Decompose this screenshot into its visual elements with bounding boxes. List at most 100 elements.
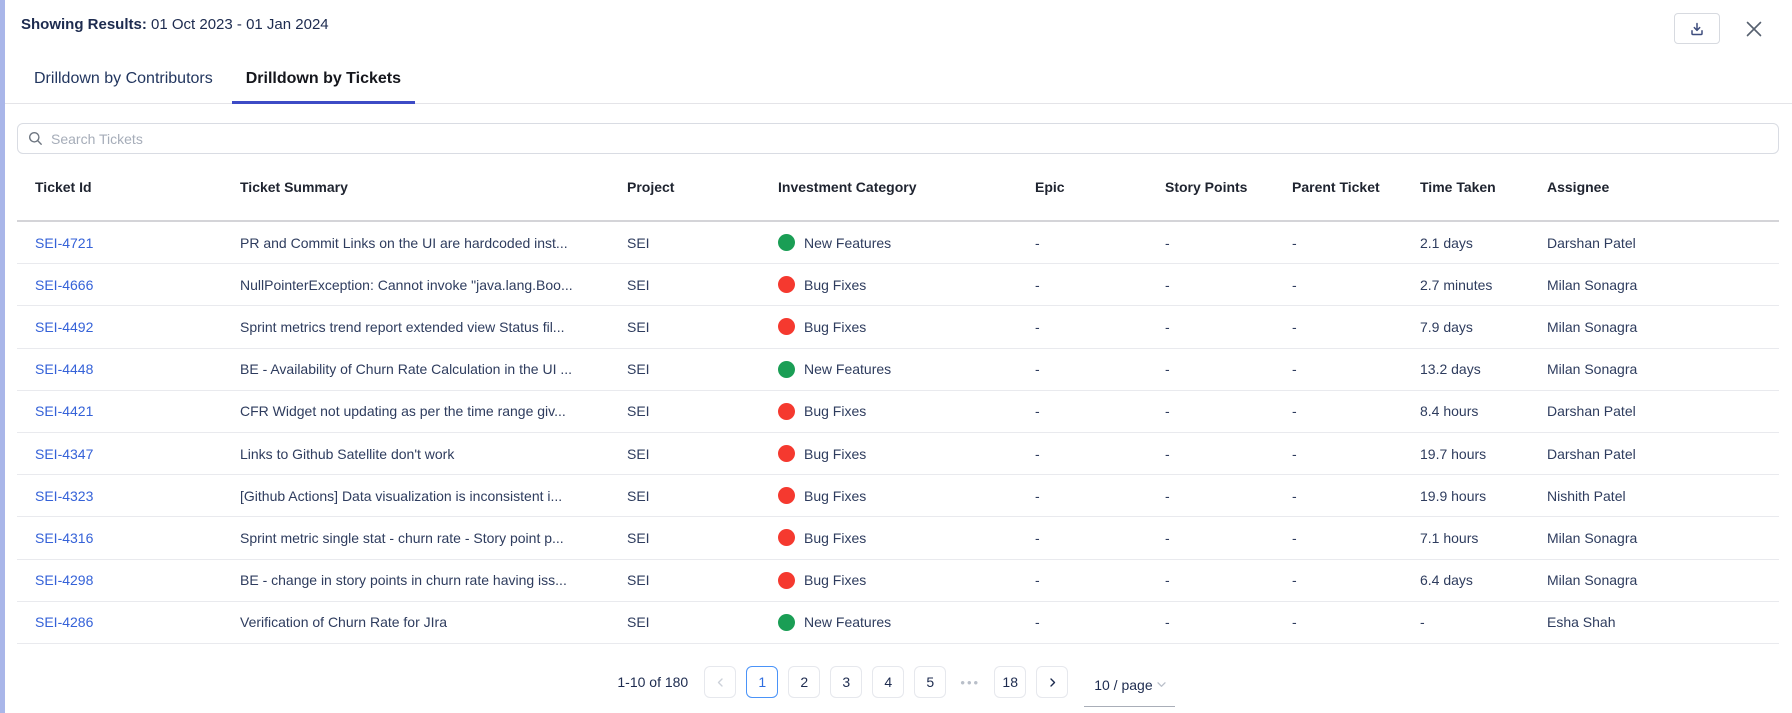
column-header-story-points: Story Points <box>1165 179 1248 195</box>
parent-ticket-cell: - <box>1292 614 1297 631</box>
pagination-pages: 1 2 3 4 5 ••• 18 <box>704 666 1069 699</box>
ticket-id-link[interactable]: SEI-4286 <box>35 614 94 631</box>
category-dot <box>778 402 795 420</box>
epic-cell: - <box>1035 318 1040 335</box>
ticket-summary-cell: BE - Availability of Churn Rate Calculat… <box>240 361 573 378</box>
left-edge-stripe <box>0 0 5 713</box>
page-size-select[interactable]: 10 / page <box>1084 668 1175 707</box>
page-button-18[interactable]: 18 <box>994 666 1027 699</box>
prev-page-button[interactable] <box>704 666 737 699</box>
pagination-range-text: 1-10 of 180 <box>617 674 689 691</box>
parent-ticket-cell: - <box>1292 487 1297 504</box>
close-button[interactable] <box>1740 15 1768 43</box>
ticket-id-link[interactable]: SEI-4666 <box>35 276 94 293</box>
table-row: SEI-4286 Verification of Churn Rate for … <box>17 602 1779 644</box>
category-dot <box>778 571 795 589</box>
table-row: SEI-4448 BE - Availability of Churn Rate… <box>17 349 1779 391</box>
page-button-3[interactable]: 3 <box>830 666 863 699</box>
parent-ticket-cell: - <box>1292 361 1297 378</box>
epic-cell: - <box>1035 361 1040 378</box>
table-body: SEI-4721 PR and Commit Links on the UI a… <box>17 222 1779 644</box>
table-row: SEI-4492 Sprint metrics trend report ext… <box>17 306 1779 349</box>
epic-cell: - <box>1035 276 1040 293</box>
category-label: Bug Fixes <box>804 572 867 589</box>
ticket-summary-cell: Verification of Churn Rate for JIra <box>240 614 447 631</box>
story-points-cell: - <box>1165 403 1170 420</box>
epic-cell: - <box>1035 403 1040 420</box>
investment-category-cell: Bug Fixes <box>778 402 1035 420</box>
page-button-1[interactable]: 1 <box>746 666 779 699</box>
project-cell: SEI <box>627 445 650 462</box>
ticket-id-link[interactable]: SEI-4421 <box>35 403 94 420</box>
column-header-epic: Epic <box>1035 179 1065 195</box>
project-cell: SEI <box>627 361 650 378</box>
column-header-ticket-id: Ticket Id <box>35 179 92 195</box>
page-button-2[interactable]: 2 <box>788 666 821 699</box>
time-taken-cell: 7.9 days <box>1420 318 1473 335</box>
category-dot <box>778 276 795 294</box>
category-label: Bug Fixes <box>804 318 867 335</box>
column-header-assignee: Assignee <box>1547 179 1610 195</box>
chevron-right-icon <box>1047 677 1058 688</box>
parent-ticket-cell: - <box>1292 276 1297 293</box>
category-label: Bug Fixes <box>804 487 867 504</box>
epic-cell: - <box>1035 572 1040 589</box>
epic-cell: - <box>1035 614 1040 631</box>
parent-ticket-cell: - <box>1292 445 1297 462</box>
category-dot <box>778 529 795 547</box>
time-taken-cell: 2.1 days <box>1420 234 1473 251</box>
tab-drilldown-by-tickets[interactable]: Drilldown by Tickets <box>231 56 416 104</box>
ticket-summary-cell: CFR Widget not updating as per the time … <box>240 403 566 420</box>
ticket-id-link[interactable]: SEI-4492 <box>35 318 94 335</box>
ticket-id-link[interactable]: SEI-4347 <box>35 445 94 462</box>
download-icon <box>1689 21 1705 37</box>
ticket-id-link[interactable]: SEI-4448 <box>35 361 94 378</box>
table-row: SEI-4347 Links to Github Satellite don't… <box>17 433 1779 476</box>
column-header-project: Project <box>627 179 675 195</box>
ticket-summary-cell: NullPointerException: Cannot invoke "jav… <box>240 276 573 293</box>
assignee-cell: Milan Sonagra <box>1547 318 1638 335</box>
epic-cell: - <box>1035 445 1040 462</box>
ticket-summary-cell: Sprint metric single stat - churn rate -… <box>240 529 564 546</box>
ticket-id-link[interactable]: SEI-4323 <box>35 487 94 504</box>
category-label: Bug Fixes <box>804 529 867 546</box>
story-points-cell: - <box>1165 445 1170 462</box>
epic-cell: - <box>1035 487 1040 504</box>
time-taken-cell: 7.1 hours <box>1420 529 1479 546</box>
category-dot <box>778 234 795 252</box>
pagination-ellipsis[interactable]: ••• <box>956 675 984 690</box>
investment-category-cell: New Features <box>778 613 1035 631</box>
parent-ticket-cell: - <box>1292 403 1297 420</box>
category-dot <box>778 487 795 505</box>
assignee-cell: Milan Sonagra <box>1547 529 1638 546</box>
showing-results-title: Showing Results: 01 Oct 2023 - 01 Jan 20… <box>21 13 329 33</box>
column-header-ticket-summary: Ticket Summary <box>240 179 348 195</box>
investment-category-cell: Bug Fixes <box>778 571 1035 589</box>
table-row: SEI-4323 [Github Actions] Data visualiza… <box>17 475 1779 518</box>
chevron-down-icon <box>1156 679 1167 690</box>
ticket-id-link[interactable]: SEI-4316 <box>35 529 94 546</box>
time-taken-cell: 13.2 days <box>1420 361 1481 378</box>
table-header-row: Ticket Id Ticket Summary Project Investment… <box>17 154 1779 222</box>
next-page-button[interactable] <box>1036 666 1069 699</box>
table-row: SEI-4316 Sprint metric single stat - chu… <box>17 517 1779 560</box>
page-button-4[interactable]: 4 <box>872 666 905 699</box>
page-button-5[interactable]: 5 <box>914 666 947 699</box>
project-cell: SEI <box>627 276 650 293</box>
column-header-investment-category: Investment Category <box>778 179 917 195</box>
parent-ticket-cell: - <box>1292 572 1297 589</box>
table-row: SEI-4421 CFR Widget not updating as per … <box>17 391 1779 433</box>
download-button[interactable] <box>1674 13 1720 44</box>
time-taken-cell: 19.7 hours <box>1420 445 1487 462</box>
search-box <box>17 123 1779 154</box>
assignee-cell: Esha Shah <box>1547 614 1616 631</box>
ticket-id-link[interactable]: SEI-4298 <box>35 572 94 589</box>
tab-drilldown-by-contributors[interactable]: Drilldown by Contributors <box>34 70 213 87</box>
ticket-summary-cell: PR and Commit Links on the UI are hardco… <box>240 234 568 251</box>
panel-header: Showing Results: 01 Oct 2023 - 01 Jan 20… <box>0 0 1792 44</box>
search-input[interactable] <box>51 130 1768 147</box>
ticket-id-link[interactable]: SEI-4721 <box>35 234 94 251</box>
search-icon <box>28 131 43 146</box>
assignee-cell: Milan Sonagra <box>1547 361 1638 378</box>
